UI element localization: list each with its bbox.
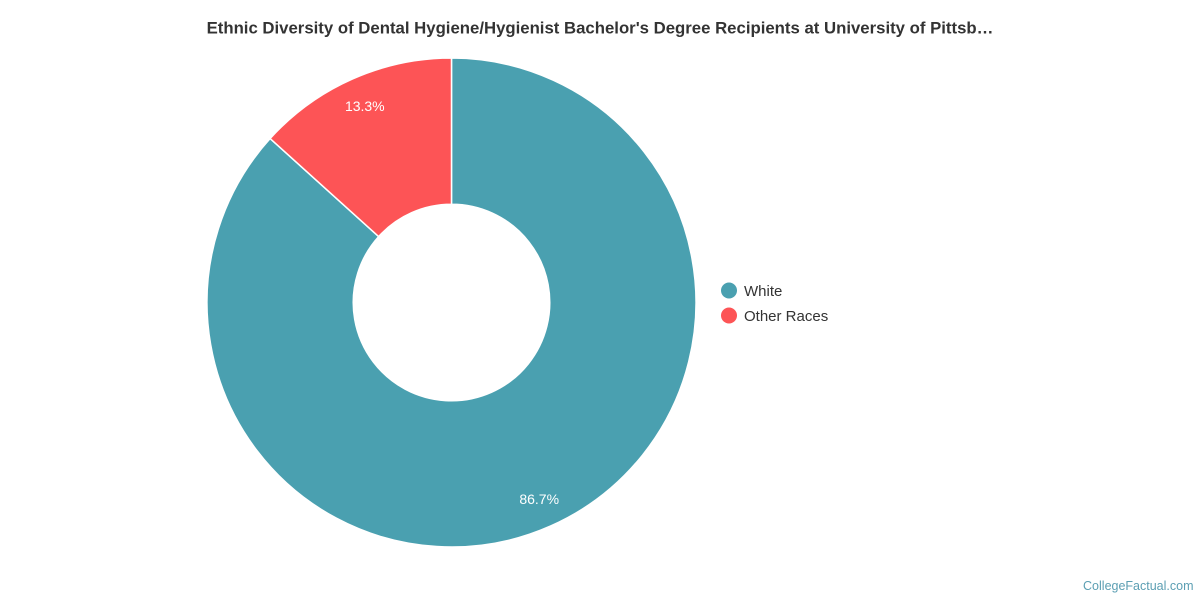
svg-text:White: White (744, 283, 782, 300)
svg-text:Other Races: Other Races (744, 308, 828, 325)
svg-text:13.3%: 13.3% (345, 98, 385, 114)
svg-text:86.7%: 86.7% (519, 491, 559, 507)
svg-text:CollegeFactual.com: CollegeFactual.com (1083, 579, 1193, 593)
svg-text:Ethnic Diversity of Dental Hyg: Ethnic Diversity of Dental Hygiene/Hygie… (207, 19, 994, 38)
